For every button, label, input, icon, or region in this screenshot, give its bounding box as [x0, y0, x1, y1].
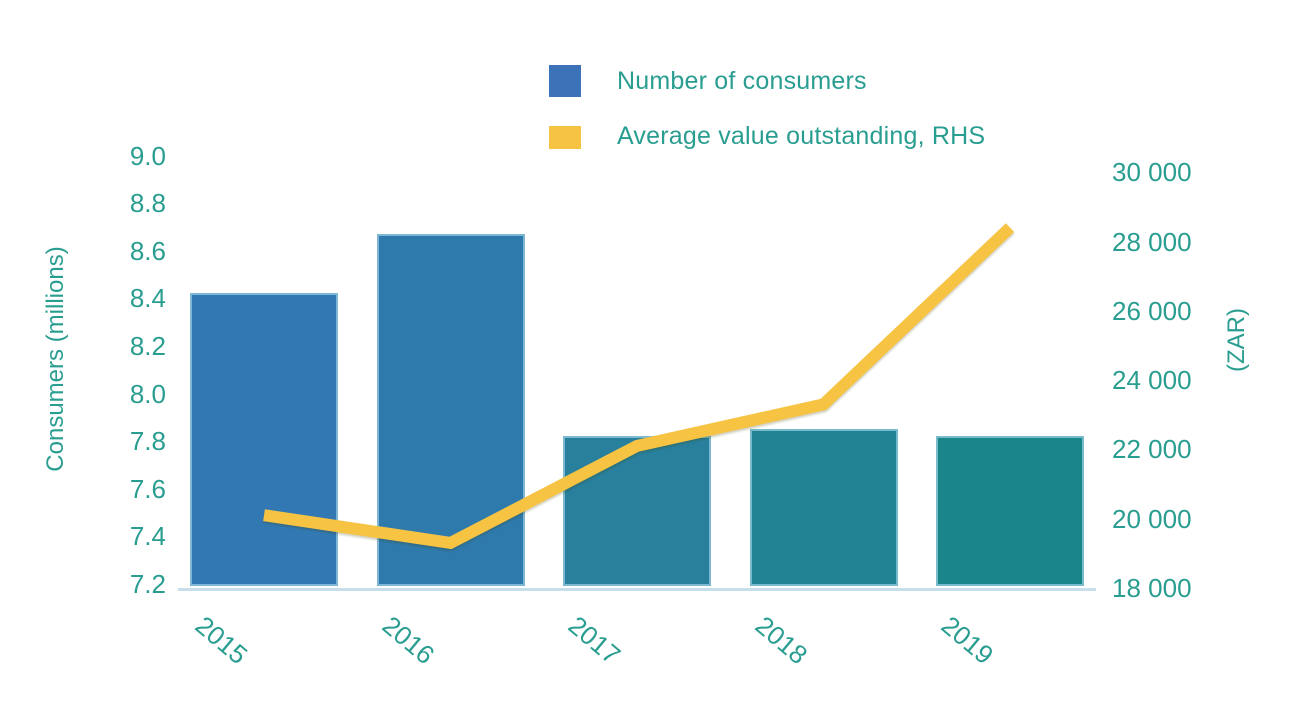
- x-axis-label-2016: 2016: [376, 610, 440, 671]
- left-axis-tick-8.6: 8.6: [129, 235, 166, 266]
- right-axis-tick-26000: 26 000: [1112, 295, 1192, 326]
- left-axis-tick-8.0: 8.0: [129, 378, 166, 409]
- bar-2018: [749, 428, 898, 586]
- bar-2015: [190, 293, 338, 586]
- left-axis-tick-8.4: 8.4: [129, 283, 166, 314]
- bar-2017: [563, 436, 711, 586]
- right-axis-title: (ZAR): [1223, 308, 1250, 372]
- right-axis-tick-24000: 24 000: [1112, 365, 1192, 396]
- legend-item-consumers: Number of consumers: [549, 65, 867, 97]
- left-axis-tick-7.2: 7.2: [129, 569, 166, 599]
- bar-2019: [936, 436, 1084, 586]
- left-axis-tick-8.8: 8.8: [129, 188, 166, 219]
- legend-label-avg-value: Average value outstanding, RHS: [617, 122, 986, 150]
- x-axis-label-2015: 2015: [189, 610, 254, 671]
- legend-bar-swatch-icon: [549, 65, 581, 97]
- legend-item-avg-value: Average value outstanding, RHS: [549, 122, 985, 151]
- right-axis-tick-18000: 18 000: [1112, 573, 1192, 603]
- left-axis-tick-8.2: 8.2: [129, 331, 166, 361]
- left-axis-tick-7.8: 7.8: [129, 426, 166, 457]
- x-axis-label-2019: 2019: [935, 610, 1000, 671]
- right-axis-tick-28000: 28 000: [1112, 226, 1192, 257]
- left-axis-tick-9.0: 9.0: [129, 140, 166, 171]
- x-axis-line: [178, 588, 1096, 591]
- x-axis-label-2017: 2017: [562, 610, 627, 671]
- left-axis-tick-7.6: 7.6: [129, 473, 166, 504]
- right-axis-tick-22000: 22 000: [1112, 434, 1192, 465]
- legend-line-swatch-icon: [549, 126, 581, 149]
- right-axis-tick-30000: 30 000: [1112, 157, 1192, 188]
- right-axis-tick-20000: 20 000: [1112, 503, 1192, 534]
- bar-2016: [376, 233, 525, 586]
- x-axis-label-2018: 2018: [749, 610, 813, 671]
- left-axis-tick-7.4: 7.4: [129, 521, 166, 552]
- legend-label-consumers: Number of consumers: [617, 66, 867, 95]
